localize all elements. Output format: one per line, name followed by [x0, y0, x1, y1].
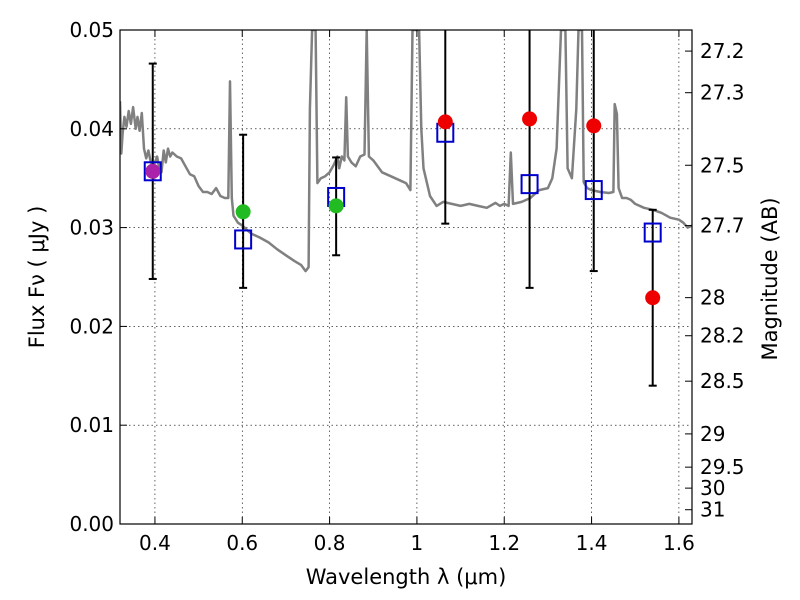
mag-tick-label: 28: [700, 286, 725, 310]
mag-tick-label: 30: [700, 476, 725, 500]
observed-flux-point: [586, 118, 602, 134]
model-sed-line: [120, 30, 692, 273]
y-tick-label: 0.00: [69, 512, 114, 536]
x-tick-label: 0.6: [226, 531, 258, 555]
markers: [143, 111, 662, 306]
mag-tick-label: 29: [700, 422, 725, 446]
observed-flux-point: [235, 204, 251, 220]
model-flux-square: [584, 180, 603, 201]
ticks: 0.4 0.6 0.8 1 1.2 1.4 1.6 0.00 0.01 0.02 0.03 0.04 0…: [69, 18, 744, 555]
model-flux-square: [643, 222, 662, 243]
y-tick-label: 0.05: [69, 18, 114, 42]
x-tick-label: 1.4: [576, 531, 608, 555]
mag-tick-label: 28.5: [700, 369, 745, 393]
mag-tick-label: 27.5: [700, 153, 745, 177]
y-axis-label: Flux Fν ( μJy ): [25, 206, 49, 349]
observed-flux-point: [522, 111, 538, 127]
mag-tick-label: 27.7: [700, 214, 745, 238]
y2-axis-label: Magnitude (AB): [758, 197, 782, 360]
mag-tick-label: 27.3: [700, 81, 745, 105]
observed-flux-point: [645, 290, 661, 306]
x-axis-label: Wavelength λ (μm): [306, 565, 507, 589]
observed-flux-point: [437, 114, 453, 130]
plot-frame: [119, 29, 693, 525]
plot-area: [120, 30, 692, 273]
model-flux-square: [234, 229, 253, 250]
x-tick-label: 0.4: [139, 531, 171, 555]
mag-tick-label: 28.2: [700, 324, 745, 348]
mag-tick-label: 31: [700, 498, 725, 522]
x-tick-label: 1: [411, 531, 424, 555]
y-tick-label: 0.04: [69, 117, 114, 141]
x-tick-label: 0.8: [314, 531, 346, 555]
mag-tick-label: 29.5: [700, 455, 745, 479]
model-flux-square: [143, 161, 162, 182]
y-tick-label: 0.03: [69, 216, 114, 240]
y-tick-label: 0.02: [69, 314, 114, 338]
x-tick-label: 1.6: [663, 531, 695, 555]
mag-tick-label: 27.2: [700, 39, 745, 63]
x-tick-label: 1.2: [488, 531, 520, 555]
model-flux-square: [520, 174, 539, 195]
grid: [120, 30, 692, 524]
observed-flux-point: [145, 163, 161, 179]
y-tick-label: 0.01: [69, 413, 114, 437]
observed-flux-point: [328, 198, 344, 214]
